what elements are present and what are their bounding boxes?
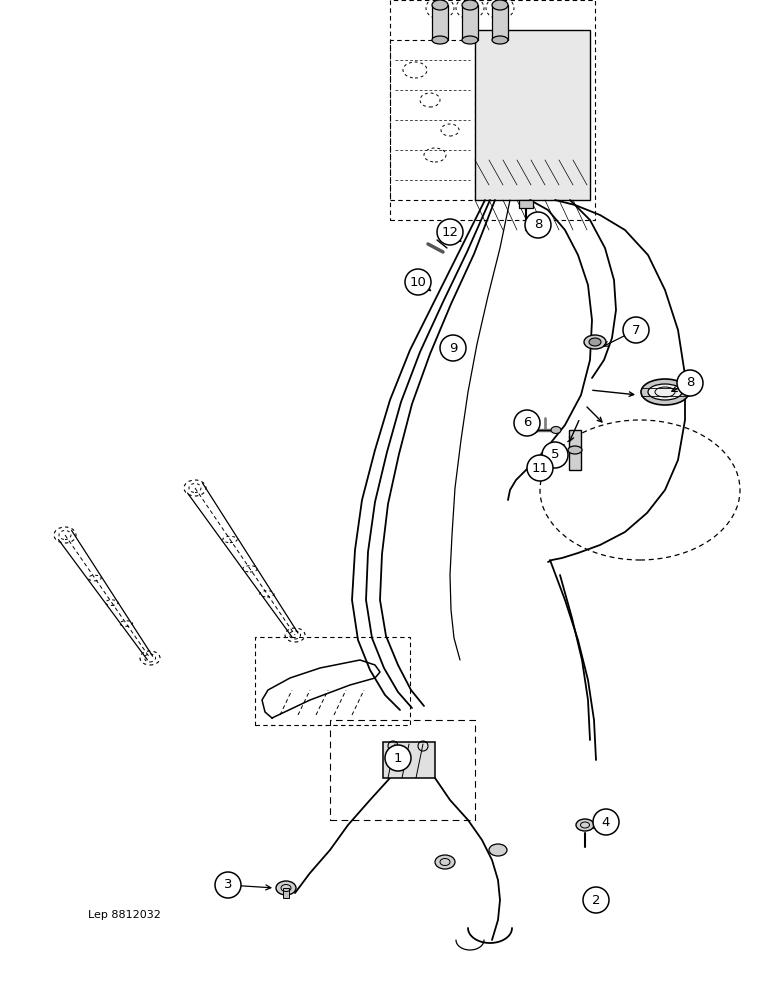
- Text: 6: 6: [523, 416, 531, 430]
- Ellipse shape: [568, 446, 582, 454]
- Text: 2: 2: [592, 894, 601, 906]
- Ellipse shape: [576, 819, 594, 831]
- Circle shape: [437, 219, 463, 245]
- Text: 8: 8: [533, 219, 542, 232]
- Text: Lep 8812032: Lep 8812032: [88, 910, 161, 920]
- Ellipse shape: [530, 427, 538, 433]
- Ellipse shape: [641, 379, 689, 405]
- Bar: [519, 200, 533, 208]
- Ellipse shape: [276, 881, 296, 895]
- Text: 12: 12: [442, 226, 459, 238]
- Ellipse shape: [492, 0, 508, 10]
- Circle shape: [405, 269, 431, 295]
- Circle shape: [542, 442, 568, 468]
- Text: 3: 3: [224, 879, 232, 892]
- Ellipse shape: [589, 338, 601, 346]
- Text: 4: 4: [602, 816, 610, 828]
- Circle shape: [514, 410, 540, 436]
- Bar: [283, 888, 289, 898]
- Text: 7: 7: [631, 324, 640, 336]
- Text: 9: 9: [449, 342, 457, 355]
- Text: 8: 8: [686, 376, 694, 389]
- Ellipse shape: [462, 0, 478, 10]
- Circle shape: [385, 745, 411, 771]
- Bar: [462, 5, 478, 40]
- Circle shape: [525, 212, 551, 238]
- Ellipse shape: [432, 36, 448, 44]
- Circle shape: [677, 370, 703, 396]
- FancyBboxPatch shape: [475, 30, 590, 200]
- Text: 11: 11: [531, 462, 548, 475]
- Circle shape: [593, 809, 619, 835]
- Ellipse shape: [489, 844, 507, 856]
- Bar: [492, 5, 508, 40]
- Circle shape: [527, 455, 553, 481]
- Text: 10: 10: [410, 275, 426, 288]
- Ellipse shape: [435, 855, 455, 869]
- Ellipse shape: [586, 888, 606, 902]
- Circle shape: [215, 872, 241, 898]
- Bar: [432, 5, 448, 40]
- Ellipse shape: [551, 426, 561, 434]
- Ellipse shape: [492, 36, 508, 44]
- Ellipse shape: [432, 0, 448, 10]
- Bar: [383, 742, 435, 778]
- Ellipse shape: [584, 335, 606, 349]
- Ellipse shape: [462, 36, 478, 44]
- Ellipse shape: [648, 384, 682, 400]
- Text: 5: 5: [550, 448, 559, 462]
- Circle shape: [440, 335, 466, 361]
- Circle shape: [623, 317, 649, 343]
- Circle shape: [583, 887, 609, 913]
- Text: 1: 1: [394, 752, 402, 764]
- Bar: [569, 430, 581, 470]
